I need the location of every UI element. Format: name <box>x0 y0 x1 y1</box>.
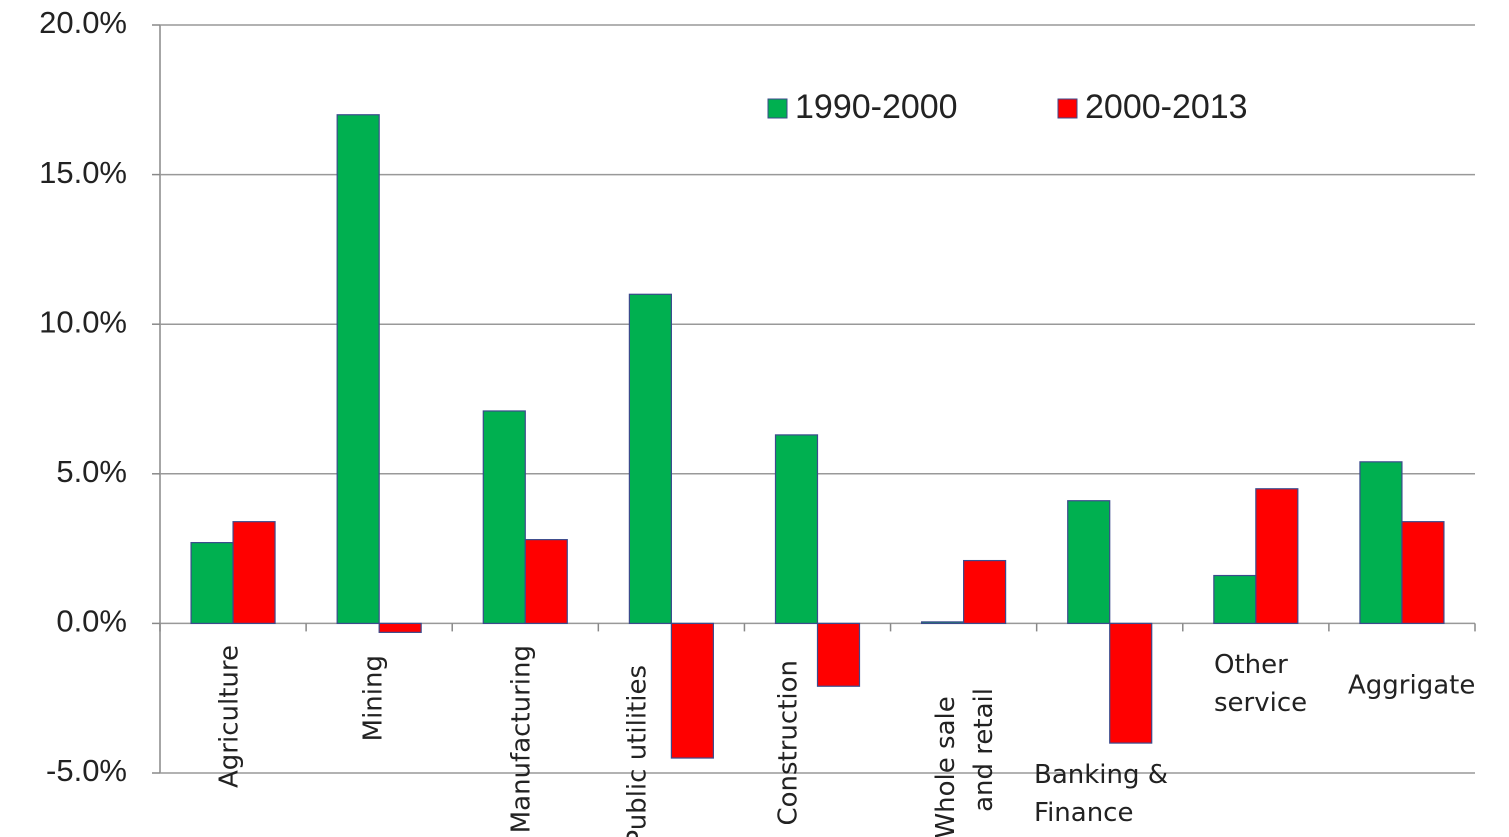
label-line: and retail <box>969 688 999 812</box>
y-tick-label: 5.0% <box>56 454 127 489</box>
bar <box>1255 488 1299 625</box>
label-line: Banking & <box>1034 760 1176 790</box>
x-tick-label: Mining <box>359 655 389 741</box>
y-tick-label: -5.0% <box>46 753 127 788</box>
x-tick-label: Whole sale and retail <box>931 688 999 837</box>
label-line: Whole sale <box>931 688 961 837</box>
bar <box>670 622 714 759</box>
bar <box>1213 574 1257 625</box>
x-tick-label: Construction <box>774 660 804 826</box>
bar <box>336 114 380 625</box>
x-tick-label: Banking & Finance <box>1034 760 1176 828</box>
y-tick-label: 15.0% <box>39 155 127 190</box>
label-line: service <box>1214 688 1307 718</box>
x-tick-label: Public utilities <box>623 665 653 837</box>
legend-swatch <box>767 98 788 119</box>
bar <box>482 410 526 624</box>
x-tick-label: Aggrigate <box>1348 671 1475 701</box>
bar <box>963 559 1007 624</box>
legend-label: 1990-2000 <box>795 88 958 126</box>
bar <box>1067 500 1111 624</box>
bar <box>232 521 276 624</box>
x-tick-label: Other service <box>1214 650 1307 718</box>
label-line: Finance <box>1034 798 1133 828</box>
label-line: Other <box>1214 650 1296 680</box>
bar <box>190 542 234 625</box>
bar <box>524 539 568 625</box>
bar <box>378 622 422 633</box>
bar <box>1109 622 1153 744</box>
bar <box>1401 521 1445 624</box>
x-tick-label: Agriculture <box>215 645 245 788</box>
bar <box>774 434 819 624</box>
bar <box>628 293 672 624</box>
y-tick-label: 10.0% <box>39 304 127 339</box>
bar <box>1359 461 1403 624</box>
y-tick-label: 0.0% <box>56 604 127 639</box>
bar <box>816 622 861 687</box>
y-tick-label: 20.0% <box>39 5 127 40</box>
legend-swatch <box>1057 98 1078 119</box>
legend-label: 2000-2013 <box>1085 88 1248 126</box>
x-tick-label: Manufacturing <box>507 645 537 833</box>
bar <box>921 621 965 624</box>
